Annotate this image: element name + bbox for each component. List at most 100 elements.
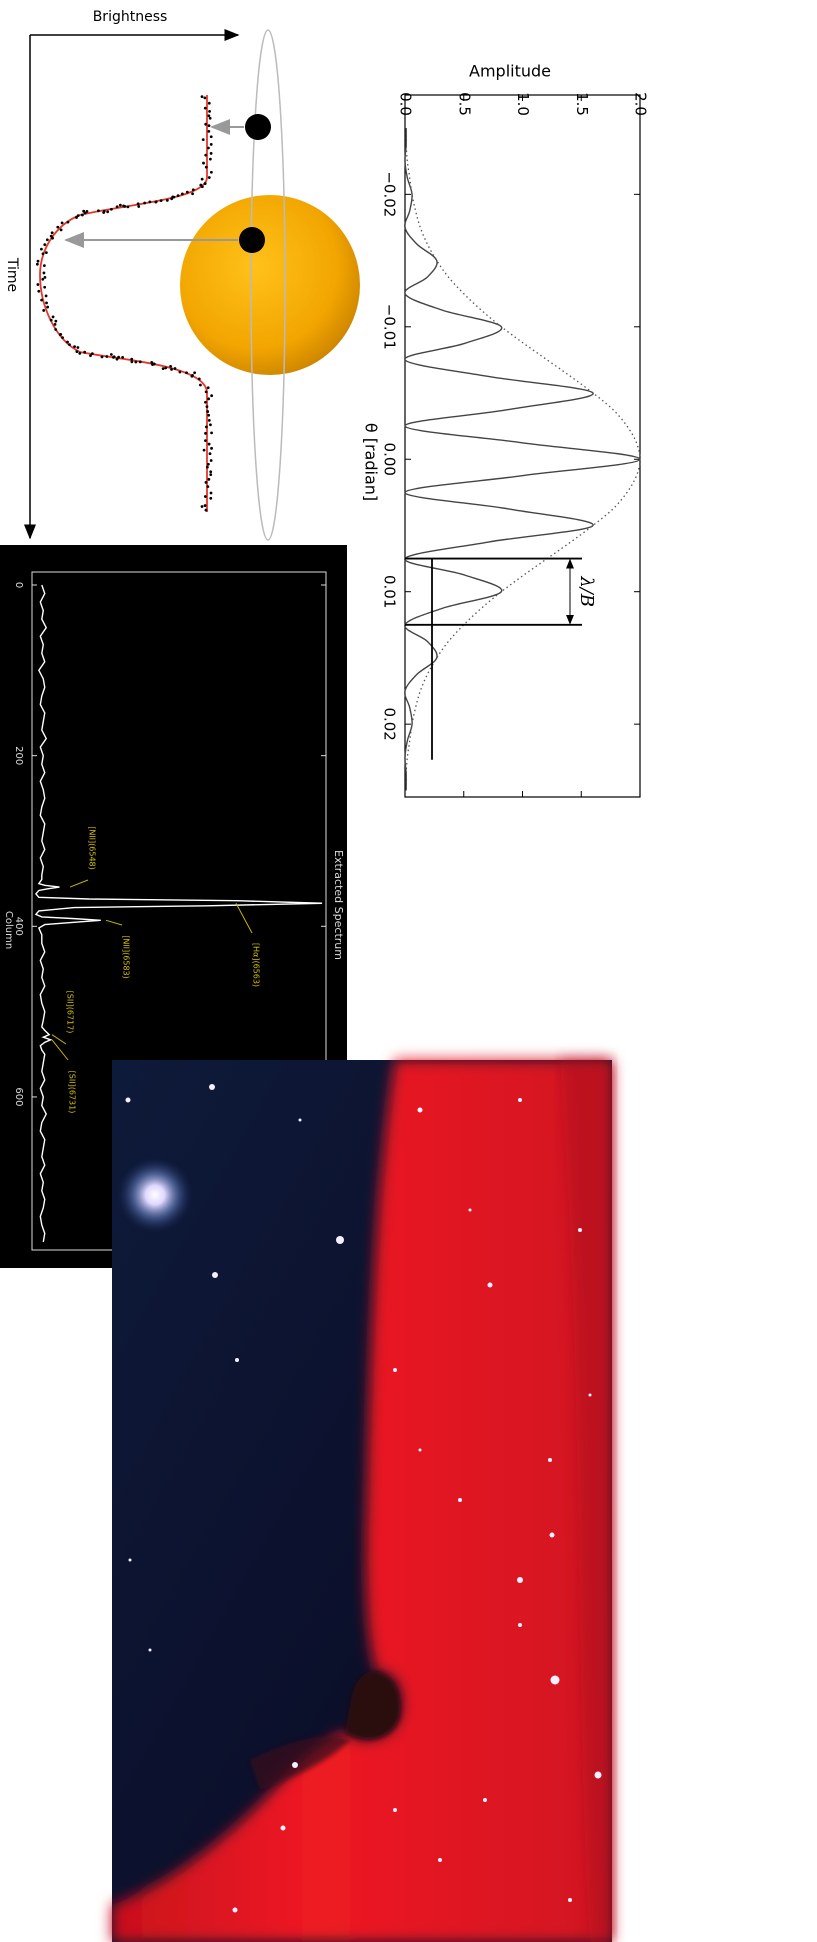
data-point [205,481,208,484]
brightness-label: Brightness [93,9,168,25]
data-point [166,199,169,202]
data-point [51,231,54,234]
data-point [204,107,207,110]
star [126,1098,131,1103]
data-point [43,243,46,246]
star [518,1098,522,1102]
data-point [208,110,211,113]
axis-label: Column [3,911,14,949]
x-tick-label: 0 [13,582,24,588]
star [180,195,360,375]
data-point [207,147,210,150]
transit-diagram: Brightness Time [4,9,360,540]
data-point [209,470,212,473]
data-point [44,276,47,279]
star [419,1449,422,1452]
data-point [37,290,40,293]
star [418,1108,423,1113]
data-point [56,226,59,229]
data-point [210,171,213,174]
data-point [52,316,55,319]
axis-label: Amplitude [469,62,551,81]
data-point [208,443,211,446]
data-point [207,463,210,466]
data-point [210,447,213,450]
data-point [208,124,211,127]
data-point [127,205,130,208]
data-point [45,251,48,254]
data-point [210,152,213,155]
data-point [198,378,201,381]
data-point [102,211,105,214]
data-point [84,212,87,215]
star [595,1772,602,1779]
data-point [210,431,213,434]
data-point [83,351,86,354]
data-point [204,401,207,404]
star [393,1368,397,1372]
data-point [81,214,84,217]
plot-frame [405,95,640,797]
data-point [117,356,120,359]
data-point [193,371,196,374]
data-point [97,209,100,212]
data-point [101,355,104,358]
star [578,1228,582,1232]
y-tick-label: 2.0 [632,92,650,116]
data-point [75,216,78,219]
data-point [42,252,45,255]
data-point [134,361,137,364]
data-point [61,221,64,224]
data-point [46,306,49,309]
time-label: Time [4,257,20,292]
data-point [68,343,71,346]
data-point [204,432,207,435]
data-point [204,504,207,507]
data-point [186,191,189,194]
data-point [162,367,165,370]
data-point [210,135,213,138]
data-point [206,405,209,408]
data-point [201,185,204,188]
annotation-label: [SII](6717) [66,991,75,1034]
data-point [73,345,76,348]
annotation-label: [NII](6548) [88,826,97,870]
data-point [113,355,116,358]
data-point [210,492,213,495]
data-point [119,204,122,207]
x-tick-label: 200 [13,746,24,765]
data-point [207,414,210,417]
star [281,1826,286,1831]
star [292,1762,298,1768]
star [568,1898,572,1902]
data-point [130,358,133,361]
y-tick-label: 1.5 [573,92,591,116]
data-point [202,162,205,165]
star [469,1209,472,1212]
data-point [203,96,206,99]
data-point [205,425,208,428]
data-point [54,320,57,323]
data-point [170,197,173,200]
data-point [209,473,212,476]
data-point [185,371,188,374]
data-point [42,309,45,312]
data-point [206,410,209,413]
data-point [76,346,79,349]
x-tick-label: 0.00 [381,443,399,476]
data-point [204,495,207,498]
x-tick-label: −0.01 [381,304,399,350]
data-point [174,367,177,370]
star [551,1676,560,1685]
data-point [207,114,210,117]
data-point [137,205,140,208]
star [336,1236,344,1244]
data-point [201,505,204,508]
star [518,1623,522,1627]
data-point [54,323,57,326]
data-point [130,360,133,363]
data-point [191,192,194,195]
annotation-label: [SII](6731) [68,1071,77,1114]
axis-label: θ [radian] [362,423,381,501]
data-point [43,286,46,289]
